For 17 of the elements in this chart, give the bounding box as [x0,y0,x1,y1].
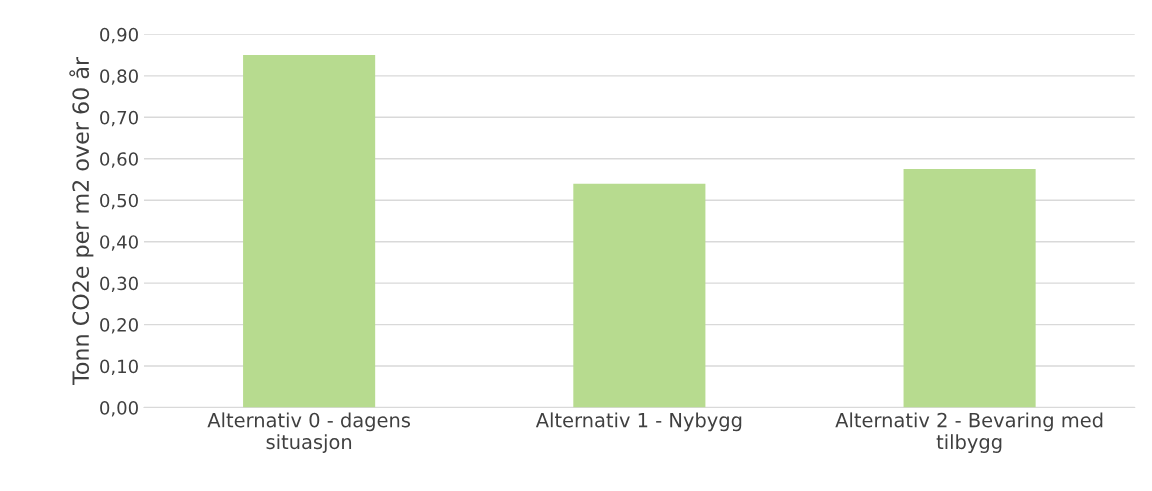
y-tick-label: 0,60 [100,152,138,168]
bar [573,183,706,408]
y-tick-label: 0,80 [100,69,138,85]
x-tick-label: Alternativ 0 - dagens situasjon [207,412,410,453]
x-tick-label: Alternativ 1 - Nybygg [535,412,742,432]
x-tick-label: Alternativ 2 - Bevaring med tilbygg [835,412,1103,453]
bar [903,169,1036,408]
y-tick-label: 0,40 [100,235,138,251]
y-tick-label: 0,20 [100,318,138,334]
y-tick-label: 0,00 [100,400,138,417]
y-tick-label: 0,10 [100,359,138,376]
bar [243,55,376,408]
y-tick-label: 0,70 [100,110,138,127]
y-tick-label: 0,50 [100,193,138,210]
y-tick-label: 0,30 [100,276,138,293]
y-axis-title: Tonn CO2e per m2 over 60 år [69,56,94,386]
y-tick-label: 0,90 [100,27,138,44]
